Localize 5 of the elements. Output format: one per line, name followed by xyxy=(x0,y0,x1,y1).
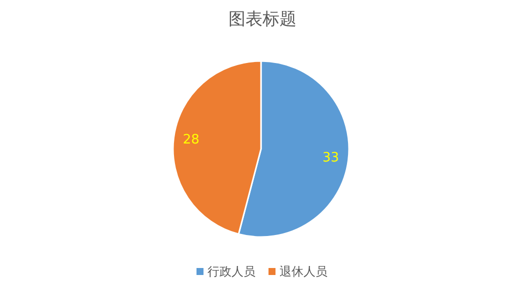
chart-title: 图表标题 xyxy=(228,10,296,30)
legend-label: 行政人员 xyxy=(208,264,256,278)
legend-label: 退休人员 xyxy=(280,264,328,278)
data-label: 28 xyxy=(182,132,200,148)
data-label: 33 xyxy=(322,150,340,166)
